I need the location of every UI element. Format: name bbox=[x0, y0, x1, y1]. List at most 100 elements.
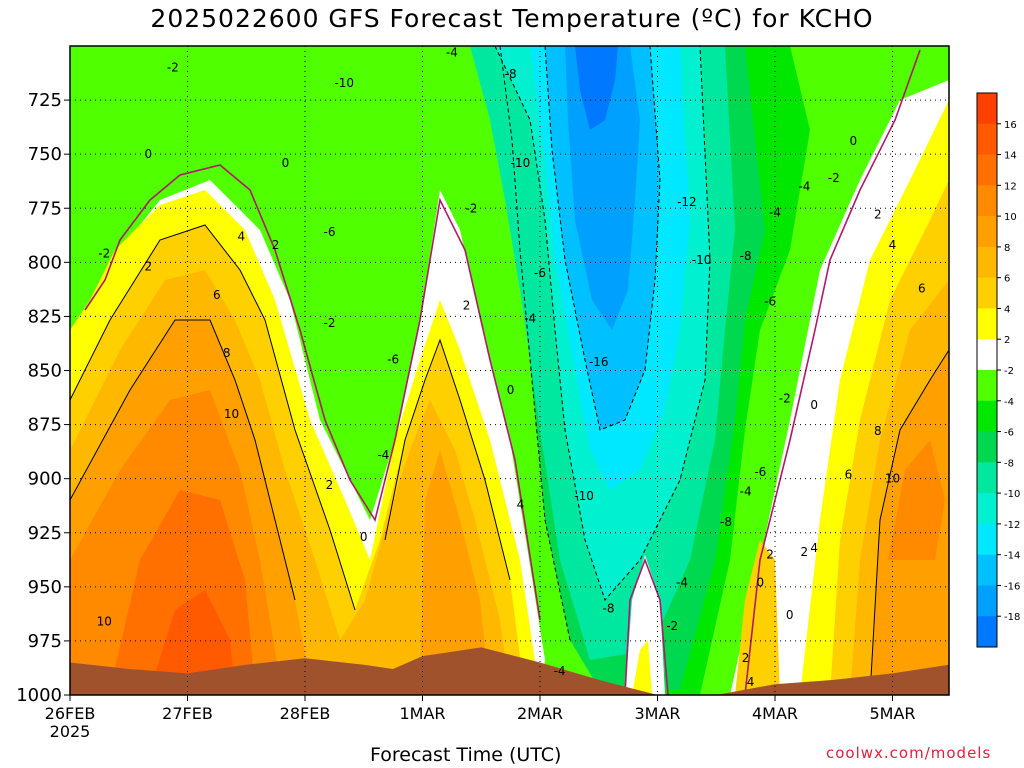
colorbar-bin bbox=[977, 400, 997, 433]
contour-labels: -2 0 0 -2 2 4 2 6 8 10 10 -10 -6 -2 -6 2 -4 0 -4 -8 -10 -2 2 0 -… bbox=[97, 45, 926, 689]
field-band-right-10-12 bbox=[888, 440, 945, 560]
colorbar-bin bbox=[977, 370, 997, 402]
colorbar-bin bbox=[977, 554, 997, 586]
contour-label: -6 bbox=[764, 294, 776, 308]
colorbar-label: 6 bbox=[1004, 274, 1010, 285]
y-tick-label: 1000 bbox=[16, 685, 62, 706]
colorbar-label: -10 bbox=[1004, 489, 1020, 500]
zero-isotherm-3mar bbox=[624, 557, 669, 695]
contour-label: -4 bbox=[769, 206, 781, 220]
field-band-14-16 bbox=[150, 590, 235, 690]
colorbar-bin bbox=[977, 493, 997, 525]
contour-label: 0 bbox=[145, 147, 153, 161]
y-tick-label: 875 bbox=[28, 415, 62, 436]
contour-neg14 bbox=[544, 46, 661, 431]
contour-label: 0 bbox=[360, 530, 368, 544]
contour-8 bbox=[70, 319, 296, 601]
contour-label: 2 bbox=[874, 208, 882, 222]
colorbar-bin bbox=[977, 154, 997, 186]
colorbar-label: -18 bbox=[1004, 612, 1020, 623]
x-tick-sublabel: 2025 bbox=[50, 722, 91, 741]
y-tick-label: 825 bbox=[28, 306, 62, 327]
contour-label: -4 bbox=[377, 448, 389, 462]
colorbar-bin bbox=[977, 123, 997, 156]
colorbar-bin bbox=[977, 616, 997, 648]
contour-label: -4 bbox=[554, 664, 566, 678]
colorbar-label: -8 bbox=[1004, 458, 1014, 469]
contour-label: -8 bbox=[740, 249, 752, 263]
contour-label: 0 bbox=[507, 383, 515, 397]
contour-label: 4 bbox=[517, 498, 525, 512]
credit-link[interactable]: coolwx.com/models bbox=[826, 744, 992, 762]
contour-label: 10 bbox=[885, 472, 900, 486]
contour-label: 0 bbox=[756, 576, 764, 590]
chart-title: 2025022600 GFS Forecast Temperature (ºC)… bbox=[150, 4, 874, 33]
y-tick-label: 850 bbox=[28, 361, 62, 382]
x-tick-label: 27FEB bbox=[162, 704, 213, 723]
colorbar-bin bbox=[977, 339, 997, 371]
colorbar-label: 16 bbox=[1004, 120, 1017, 131]
colorbar-bin bbox=[977, 185, 997, 217]
contour-4 bbox=[70, 224, 356, 611]
y-tick-label: 975 bbox=[28, 631, 62, 652]
contour-label: 2 bbox=[742, 651, 750, 665]
contour-label: 0 bbox=[810, 398, 818, 412]
contour-label: -8 bbox=[603, 601, 615, 615]
contour-label: 8 bbox=[223, 346, 231, 360]
x-tick-label: 26FEB bbox=[45, 704, 96, 723]
contour-label: 8 bbox=[874, 424, 882, 438]
contour-neg10 bbox=[494, 46, 711, 601]
contour-label: -12 bbox=[677, 195, 697, 209]
y-tick-label: 925 bbox=[28, 523, 62, 544]
y-tick-label: 800 bbox=[28, 252, 62, 273]
colorbar-bin bbox=[977, 216, 997, 248]
contour-label: 2 bbox=[326, 478, 334, 492]
x-tick-label: 1MAR bbox=[399, 704, 445, 723]
contour-label: -2 bbox=[779, 392, 791, 406]
colorbar-bin bbox=[977, 277, 997, 309]
y-tick-label: 775 bbox=[28, 198, 62, 219]
temperature-field bbox=[70, 46, 949, 695]
colorbar-label: -6 bbox=[1004, 428, 1014, 439]
contour-label: -10 bbox=[574, 489, 594, 503]
y-tick-label: 750 bbox=[28, 144, 62, 165]
colorbar-bin bbox=[977, 246, 997, 279]
colorbar-bin bbox=[977, 308, 997, 340]
contour-label: -6 bbox=[754, 465, 766, 479]
contour-label: -6 bbox=[323, 225, 335, 239]
colorbar-label: 10 bbox=[1004, 212, 1017, 223]
contour-label: -6 bbox=[387, 353, 399, 367]
contour-label: 2 bbox=[272, 238, 280, 252]
y-tick-label: 900 bbox=[28, 469, 62, 490]
contour-label: -2 bbox=[828, 171, 840, 185]
contour-label: 4 bbox=[889, 238, 897, 252]
contour-label: 4 bbox=[810, 541, 818, 555]
contour-label: -4 bbox=[524, 312, 536, 326]
contour-label: -4 bbox=[446, 45, 458, 59]
field-bubble-3mar-white bbox=[625, 555, 665, 695]
contour-label: -2 bbox=[323, 316, 335, 330]
contour-label: 10 bbox=[224, 407, 239, 421]
contour-label: 2 bbox=[463, 299, 471, 313]
colorbar-bin bbox=[977, 462, 997, 494]
contour-label: -10 bbox=[692, 253, 712, 267]
x-axis-label: Forecast Time (UTC) bbox=[370, 744, 562, 766]
contour-label: 2 bbox=[145, 260, 153, 274]
contour-label: 2 bbox=[766, 547, 774, 561]
contour-label: -2 bbox=[666, 619, 678, 633]
colorbar-bin bbox=[977, 93, 997, 125]
x-tick-label: 5MAR bbox=[869, 704, 915, 723]
contour-neg6 bbox=[290, 46, 571, 641]
contour-label: 4 bbox=[238, 229, 246, 243]
x-tick-label: 2MAR bbox=[517, 704, 563, 723]
contour-label: -16 bbox=[589, 355, 609, 369]
contour-label: -4 bbox=[798, 180, 810, 194]
contour-label: 10 bbox=[97, 614, 112, 628]
field-band-below-neg18 bbox=[575, 46, 618, 130]
contour-label: -4 bbox=[676, 576, 688, 590]
contour-label: 6 bbox=[845, 467, 853, 481]
contour-label: -2 bbox=[98, 247, 110, 261]
zero-isotherm-left bbox=[84, 164, 541, 621]
